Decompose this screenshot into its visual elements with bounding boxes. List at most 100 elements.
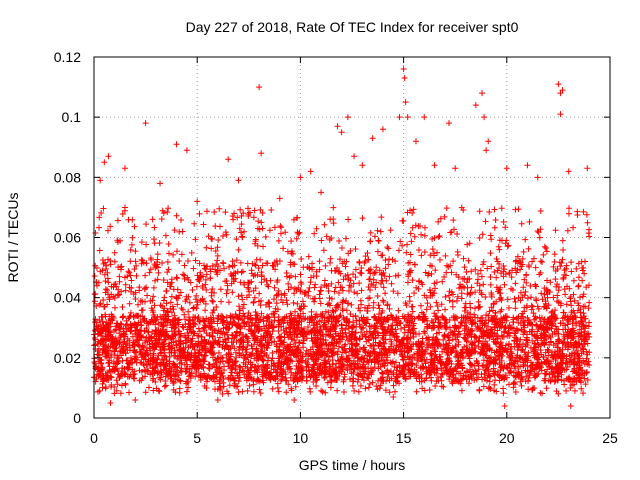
data-point xyxy=(278,224,285,231)
data-point xyxy=(493,274,500,281)
data-point xyxy=(566,285,573,292)
data-point xyxy=(487,232,494,239)
data-point xyxy=(237,364,244,371)
data-point xyxy=(532,264,539,271)
data-point xyxy=(443,205,450,212)
data-point xyxy=(522,236,529,243)
data-point xyxy=(339,287,346,294)
data-point xyxy=(356,280,363,287)
data-point xyxy=(239,268,246,275)
data-point xyxy=(570,224,577,231)
data-point xyxy=(328,378,335,385)
data-point xyxy=(165,205,172,212)
data-point xyxy=(194,301,201,308)
data-point xyxy=(150,387,157,394)
data-point xyxy=(300,344,307,351)
data-point xyxy=(220,379,227,386)
data-point xyxy=(458,387,465,394)
data-point xyxy=(442,306,449,313)
data-point xyxy=(476,234,483,241)
data-point xyxy=(434,303,441,310)
data-point xyxy=(330,220,337,227)
data-point xyxy=(220,338,227,345)
data-point xyxy=(332,284,339,291)
data-point xyxy=(322,389,329,396)
data-point xyxy=(219,313,226,320)
data-point xyxy=(105,279,112,286)
data-point xyxy=(220,260,227,267)
data-point xyxy=(546,289,553,296)
data-point xyxy=(330,334,337,341)
data-point xyxy=(301,316,308,323)
data-point xyxy=(203,286,210,293)
data-point xyxy=(427,359,434,366)
data-point xyxy=(429,246,436,253)
data-point xyxy=(532,313,539,320)
data-point xyxy=(314,366,321,373)
data-point xyxy=(343,307,350,314)
data-point xyxy=(173,212,180,219)
data-point xyxy=(102,384,109,391)
data-point xyxy=(92,230,99,237)
data-point xyxy=(271,284,278,291)
data-point xyxy=(193,283,200,290)
data-point xyxy=(244,315,251,322)
data-point xyxy=(212,223,219,230)
data-point xyxy=(264,344,271,351)
data-point xyxy=(382,387,389,394)
data-point xyxy=(454,251,461,258)
data-point xyxy=(580,390,587,397)
data-point xyxy=(384,244,391,251)
data-point xyxy=(207,275,214,282)
data-point xyxy=(295,230,302,237)
data-point xyxy=(114,320,121,327)
data-point xyxy=(123,317,130,324)
data-point xyxy=(518,369,525,376)
data-point xyxy=(520,284,527,291)
data-point xyxy=(514,253,521,260)
data-point xyxy=(482,218,489,225)
data-point xyxy=(203,271,210,278)
data-point xyxy=(492,377,499,384)
data-point xyxy=(502,224,509,231)
data-point xyxy=(190,265,197,272)
data-point xyxy=(364,249,371,256)
data-point xyxy=(342,263,349,270)
data-point xyxy=(161,383,168,390)
data-point xyxy=(432,285,439,292)
data-point xyxy=(376,267,383,274)
data-point xyxy=(477,267,484,274)
data-point xyxy=(536,234,543,241)
data-point xyxy=(480,281,487,288)
data-point xyxy=(528,294,535,301)
data-point xyxy=(229,263,236,270)
data-point xyxy=(317,287,324,294)
data-point xyxy=(573,318,580,325)
data-point xyxy=(202,276,209,283)
data-point xyxy=(150,284,157,291)
data-point xyxy=(316,295,323,302)
data-point xyxy=(527,282,534,289)
data-point xyxy=(131,266,138,273)
data-point xyxy=(211,386,218,393)
data-point xyxy=(351,387,358,394)
data-point xyxy=(234,214,241,221)
data-point xyxy=(197,269,204,276)
data-point xyxy=(317,300,324,307)
data-point xyxy=(91,335,98,342)
data-point xyxy=(334,387,341,394)
data-point xyxy=(553,283,560,290)
data-point xyxy=(300,310,307,317)
data-point xyxy=(385,245,392,252)
data-point xyxy=(145,384,152,391)
data-point xyxy=(250,331,257,338)
data-point xyxy=(406,293,413,300)
data-point xyxy=(201,262,208,269)
data-point xyxy=(170,352,177,359)
data-point xyxy=(501,362,508,369)
data-point xyxy=(378,377,385,384)
data-point xyxy=(448,360,455,367)
data-point xyxy=(214,252,221,259)
data-point xyxy=(297,271,304,278)
data-point xyxy=(378,309,385,316)
